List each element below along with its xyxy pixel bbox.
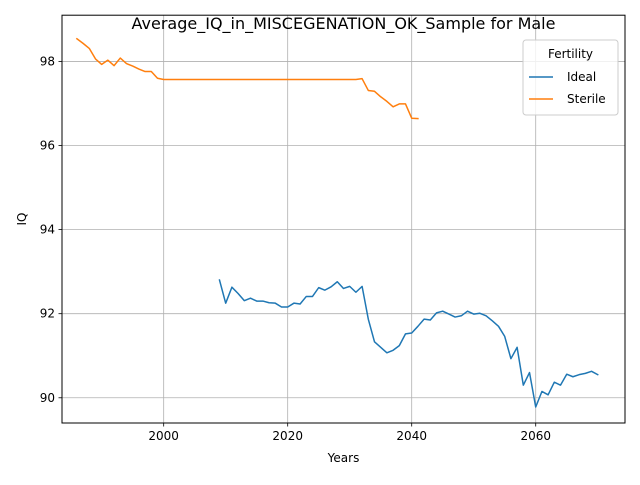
- axis-ticks: 2000 2020 2040 2060 90 92 94 96 98: [40, 54, 551, 443]
- y-tick-label: 98: [40, 54, 55, 68]
- series-line-sterile: [75, 37, 419, 120]
- legend-label-ideal: Ideal: [567, 70, 596, 84]
- plot-frame: [61, 14, 626, 424]
- x-tick-label: 2000: [148, 429, 179, 443]
- x-axis-label: Years: [327, 451, 360, 465]
- legend-box: [522, 39, 619, 116]
- legend-title: Fertility: [548, 47, 593, 61]
- legend: Fertility Ideal Sterile: [522, 39, 619, 116]
- y-tick-label: 90: [40, 391, 55, 405]
- y-tick-label: 92: [40, 307, 55, 321]
- legend-label-sterile: Sterile: [567, 92, 606, 106]
- chart-title: Average_IQ_in_MISCEGENATION_OK_Sample fo…: [132, 14, 556, 34]
- y-axis-label: IQ: [15, 213, 29, 226]
- x-tick-label: 2020: [272, 429, 303, 443]
- series-lines: [75, 37, 599, 408]
- series-line-ideal: [218, 279, 599, 408]
- y-tick-label: 94: [40, 223, 55, 237]
- x-tick-label: 2060: [520, 429, 551, 443]
- y-tick-label: 96: [40, 139, 55, 153]
- x-tick-label: 2040: [396, 429, 427, 443]
